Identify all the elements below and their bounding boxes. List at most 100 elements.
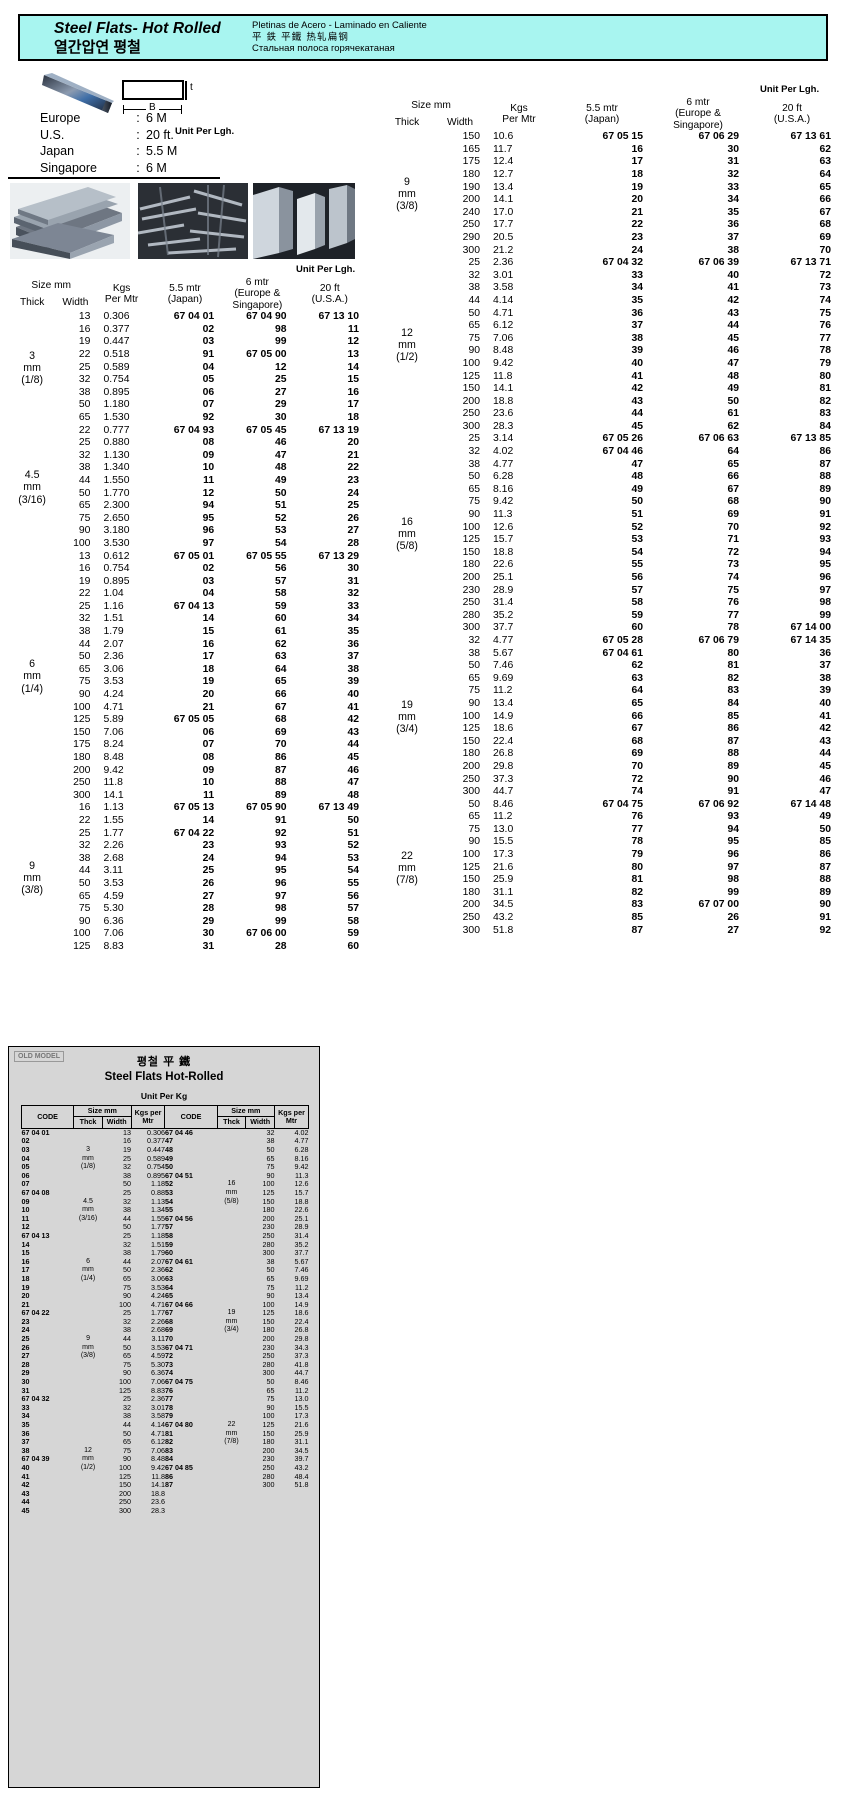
code-6mtr-cell: 34 <box>727 194 739 206</box>
code-20ft-cell: 65 <box>819 181 831 193</box>
code-6mtr-cell: 92 <box>274 827 287 839</box>
kgs-per-mtr-cell: 4.71 <box>103 701 124 713</box>
old-model-row: 33 32 3.01 78 90 15.5 <box>22 1402 309 1413</box>
spec-row: 250 17.7 22 36 68 <box>378 219 838 232</box>
code-55mtr-cell: 06 <box>202 386 215 398</box>
spec-row: 44 3.11 25 95 54 <box>8 865 366 878</box>
old-code-cell-left: 02 <box>21 1136 30 1146</box>
code-55mtr-cell: 08 <box>202 437 215 449</box>
width-cell: 165 <box>462 143 480 155</box>
code-20ft-cell: 38 <box>347 663 359 675</box>
width-cell: 300 <box>73 789 91 801</box>
width-cell: 150 <box>462 874 480 886</box>
old-kgs-cell-left: 7.06 <box>150 1445 165 1455</box>
code-20ft-cell: 66 <box>819 194 831 206</box>
old-model-panel: OLD MODEL 평철 平 鐵 Steel Flats Hot-Rolled … <box>8 1046 320 1788</box>
old-model-table: CODE Size mm Kgs per Mtr CODE Size mm Kg… <box>20 1104 309 1516</box>
old-thick-cell-right <box>217 1172 246 1181</box>
old-code-cell-left: 06 <box>21 1170 30 1180</box>
old-kgs-cell-left: 4.71 <box>150 1299 165 1309</box>
code-20ft-cell: 91 <box>819 509 831 521</box>
header-6mtr: 6 mtr (Europe & Singapore) <box>221 277 293 311</box>
kgs-per-mtr-cell: 0.306 <box>103 311 130 323</box>
spec-row: 38 0.895 06 27 16 <box>8 387 366 400</box>
old-thick-cell-right <box>217 1473 246 1482</box>
old-model-body: 67 04 01 13 0.306 67 04 46 32 4.02 02 16 0.377 47… <box>22 1128 309 1515</box>
old-thick-cell-right <box>217 1223 246 1232</box>
code-20ft-cell: 67 <box>819 206 831 218</box>
spec-row: 300 28.3 45 62 84 <box>378 421 838 434</box>
code-55mtr-cell: 77 <box>631 823 643 835</box>
header-6mtr: 6 mtr (Europe & Singapore) <box>650 97 746 131</box>
width-cell: 75 <box>468 685 480 697</box>
old-width-cell-left: 32 <box>123 1402 132 1412</box>
old-thick-cell-right: 22 <box>227 1421 236 1428</box>
old-width-cell-left: 32 <box>123 1196 132 1206</box>
region-name: Europe <box>40 111 81 125</box>
old-width-cell-right: 100 <box>262 1299 275 1309</box>
old-kgs-cell-left: 1.51 <box>150 1239 165 1249</box>
spec-row: 32 0.754 05 25 15 <box>8 374 366 387</box>
old-header-code-left: CODE <box>20 1105 75 1129</box>
old-code-cell-left: 67 04 08 <box>21 1187 50 1197</box>
width-cell: 65 <box>468 672 480 684</box>
old-thick-cell-right <box>217 1404 246 1413</box>
old-code-cell-right: 67 04 80 <box>164 1420 193 1429</box>
old-kgs-cell-right: 28.9 <box>294 1222 309 1232</box>
kgs-per-mtr-cell: 8.48 <box>103 752 124 763</box>
old-code-cell-right: 67 04 71 <box>164 1342 193 1352</box>
old-thick-cell-right <box>217 1258 246 1267</box>
old-thick-cell-right <box>217 1301 246 1310</box>
spec-row: 250 23.6 44 61 83 <box>378 408 838 421</box>
old-thick-cell-right <box>217 1146 246 1155</box>
old-thick-cell-left: 12 <box>84 1446 92 1454</box>
code-55mtr-cell: 64 <box>631 685 643 697</box>
spec-row: 200 29.8 70 89 45 <box>378 761 838 774</box>
width-cell: 150 <box>73 726 91 738</box>
spec-table-left: Size mm Kgs Per Mtr 5.5 mtr (Japan) 6 mt… <box>8 277 366 954</box>
code-20ft-cell: 43 <box>819 735 831 747</box>
old-thick-cell-right: 19 <box>227 1309 236 1317</box>
code-6mtr-cell: 88 <box>727 748 739 760</box>
kgs-per-mtr-cell: 18.8 <box>493 395 514 407</box>
old-model-head: CODE Size mm Kgs per Mtr CODE Size mm Kg… <box>20 1104 309 1129</box>
thickness-line: (1/8) <box>21 373 44 386</box>
old-kgs-cell-right: 5.67 <box>294 1256 309 1266</box>
old-code-cell-right: 50 <box>164 1162 173 1172</box>
old-code-cell-left: 25 <box>21 1334 30 1344</box>
old-width-cell-right: 38 <box>266 1256 275 1266</box>
old-width-cell-left: 100 <box>119 1377 132 1387</box>
old-width-cell-right: 50 <box>266 1377 275 1387</box>
old-width-cell-left: 25 <box>123 1187 132 1197</box>
spec-row: 50 4.71 36 43 75 <box>378 308 838 321</box>
old-kgs-cell-right: 14.9 <box>294 1299 309 1309</box>
code-6mtr-cell: 87 <box>274 764 287 776</box>
old-model-row: 04 mm 25 0.589 49 65 8.16 <box>22 1154 309 1164</box>
old-model-row: 45 300 28.3 <box>22 1506 309 1516</box>
width-cell: 100 <box>73 537 91 549</box>
old-width-cell-right: 125 <box>262 1308 275 1318</box>
code-55mtr-cell: 67 05 01 <box>173 550 215 562</box>
code-55mtr-cell: 44 <box>631 408 643 420</box>
code-6mtr-cell: 62 <box>727 420 739 432</box>
width-cell: 38 <box>78 462 91 474</box>
code-6mtr-cell: 67 06 63 <box>698 433 739 445</box>
code-6mtr-cell: 38 <box>727 244 739 256</box>
spec-row: 50 1.180 07 29 17 <box>8 399 366 412</box>
code-6mtr-cell: 67 06 92 <box>698 798 739 810</box>
code-55mtr-cell: 85 <box>631 912 643 924</box>
spec-row: 6 mm (1/4) 13 0.612 67 05 01 67 05 55 67 13 29 <box>8 550 366 695</box>
old-thick-cell-left <box>74 1301 103 1310</box>
old-model-row: 24 38 2.68 69 (3/4) 180 26.8 <box>22 1326 309 1335</box>
spec-row: 9 mm (3/8) 16 1.13 67 05 13 67 05 90 67 13 49 <box>8 802 366 896</box>
kgs-per-mtr-cell: 4.59 <box>103 890 124 902</box>
old-kgs-cell-left: 0.754 <box>146 1162 165 1172</box>
spec-row: 38 1.79 15 61 35 <box>8 626 366 639</box>
code-20ft-cell: 56 <box>347 890 359 902</box>
length-row: Japan : 5.5 M <box>40 143 177 160</box>
old-code-cell-right: 78 <box>164 1402 173 1412</box>
width-cell: 65 <box>468 811 480 823</box>
header-width: Width <box>446 116 474 128</box>
kgs-per-mtr-cell: 4.77 <box>493 458 514 470</box>
spec-row: 180 8.48 08 86 45 <box>8 752 366 765</box>
